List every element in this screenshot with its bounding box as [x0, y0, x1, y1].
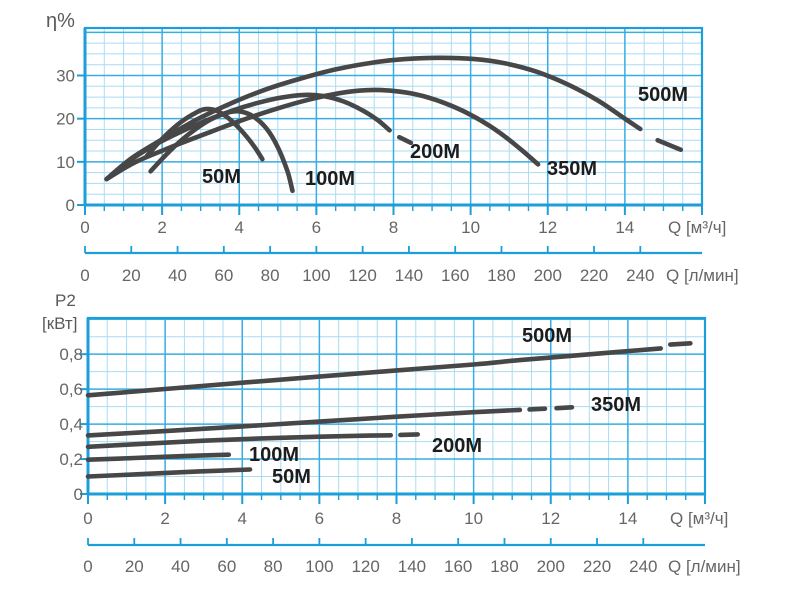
power-x2-tick-label: 0 — [83, 557, 92, 576]
power-x-tick-label: 4 — [238, 509, 247, 528]
power-x-tick-label: 0 — [83, 509, 92, 528]
power-x2-tick-label: 20 — [125, 557, 144, 576]
curve-100M-power — [85, 452, 232, 462]
efficiency-x2-tick-label: 100 — [302, 266, 330, 285]
curve-50M-power — [85, 467, 253, 479]
efficiency-x2-tick-label: 80 — [261, 266, 280, 285]
curve-dash-500M-efficiency — [655, 137, 684, 153]
efficiency-y-tick-label: 0 — [66, 196, 75, 215]
power-x2-tick-label: 240 — [629, 557, 657, 576]
efficiency-x2-axis-unit: Q [л/мин] — [666, 266, 739, 285]
efficiency-x2-tick-label: 40 — [168, 266, 187, 285]
curve-dash-350M-power — [527, 406, 548, 412]
curve-label-200M-efficiency: 200M — [410, 141, 460, 163]
curve-350M-power — [85, 407, 523, 438]
curve-dash-200M-power — [398, 432, 421, 438]
power-x-tick-label: 6 — [315, 509, 324, 528]
power-x-axis-unit: Q [м³/ч] — [670, 509, 728, 528]
efficiency-x-ticks — [77, 74, 703, 215]
efficiency-x-axis-unit: Q [м³/ч] — [668, 218, 726, 237]
curve-dash-200M-efficiency — [396, 134, 414, 146]
efficiency-x2-tick-label: 160 — [441, 266, 469, 285]
power-x-tick-label: 2 — [160, 509, 169, 528]
curve-200M-power — [85, 433, 393, 450]
power-secondary-axis: 0 20 40 60 80 100 120 140 160 180 200 220 240 Q [л/ми… — [83, 538, 741, 576]
power-x-tick-label: 12 — [541, 509, 560, 528]
efficiency-x2-tick-label: 20 — [122, 266, 141, 285]
curve-500M-efficiency — [104, 55, 643, 182]
efficiency-x2-tick-label: 120 — [348, 266, 376, 285]
efficiency-x2-tick-label: 220 — [580, 266, 608, 285]
efficiency-x2-tick-label: 200 — [534, 266, 562, 285]
efficiency-y-tick-label: 30 — [56, 66, 75, 85]
curve-label-500M-efficiency: 500M — [638, 84, 688, 106]
curve-label-350M-efficiency: 350M — [547, 158, 597, 180]
power-y-axis-title: P2 — [55, 291, 76, 310]
power-y-tick-label: 0,4 — [59, 415, 83, 434]
curve-label-200M-power: 200M — [432, 435, 482, 457]
efficiency-y-tick-label: 20 — [56, 110, 75, 129]
curve-label-100M-power: 100M — [249, 444, 299, 466]
efficiency-x-tick-label: 6 — [312, 218, 321, 237]
efficiency-x2-tick-label: 140 — [395, 266, 423, 285]
power-y-tick-label: 0,2 — [59, 450, 83, 469]
efficiency-x-tick-label: 14 — [615, 218, 634, 237]
efficiency-x2-tick-label: 60 — [214, 266, 233, 285]
curve-label-50M-efficiency: 50M — [202, 166, 241, 188]
efficiency-y-axis-title: η% — [46, 10, 75, 32]
curve-350M-efficiency — [104, 87, 541, 182]
efficiency-x-tick-label: 2 — [157, 218, 166, 237]
efficiency-secondary-axis: 0 20 40 60 80 100 120 140 160 180 200 220 240 Q [л/ми… — [80, 246, 739, 285]
efficiency-x-tick-label: 12 — [538, 218, 557, 237]
efficiency-chart: 0 2 4 6 8 10 12 14 Q [м³/ч] 0 10 20 30 η% 0 20 40 60 80 100… — [46, 10, 739, 285]
power-y-tick-label: 0,6 — [59, 380, 83, 399]
efficiency-x-tick-label: 0 — [80, 218, 89, 237]
curve-label-100M-efficiency: 100M — [305, 168, 355, 190]
power-x2-tick-label: 80 — [264, 557, 283, 576]
power-x2-tick-label: 40 — [171, 557, 190, 576]
curve-50M-efficiency — [144, 106, 265, 162]
power-x2-tick-label: 60 — [217, 557, 236, 576]
curve-dash-350M-power — [554, 405, 575, 411]
power-x2-tick-label: 220 — [583, 557, 611, 576]
efficiency-x-tick-label: 8 — [389, 218, 398, 237]
curve-label-50M-power: 50M — [272, 466, 311, 488]
power-x2-tick-label: 100 — [305, 557, 333, 576]
efficiency-x2-tick-label: 0 — [80, 266, 89, 285]
curve-dash-500M-power — [667, 341, 693, 347]
efficiency-x-tick-label: 10 — [461, 218, 480, 237]
efficiency-x2-tick-label: 240 — [626, 266, 654, 285]
curve-label-350M-power: 350M — [591, 394, 641, 416]
power-y-tick-label: 0,8 — [59, 345, 83, 364]
efficiency-y-tick-label: 10 — [56, 153, 75, 172]
efficiency-grid-major — [85, 28, 702, 205]
curve-label-500M-power: 500M — [522, 325, 572, 347]
power-x2-tick-label: 120 — [351, 557, 379, 576]
power-x-tick-label: 8 — [392, 509, 401, 528]
power-chart: 0 2 4 6 8 10 12 14 Q [м³/ч] 0 0,2 0,4 0,6 0,8 P2 [кВт] 0… — [42, 291, 741, 576]
power-x-tick-label: 14 — [618, 509, 637, 528]
efficiency-x2-tick-label: 180 — [487, 266, 515, 285]
power-x-tick-label: 10 — [464, 509, 483, 528]
power-y-tick-label: 0 — [74, 485, 83, 504]
power-x2-tick-label: 180 — [490, 557, 518, 576]
power-x2-tick-label: 160 — [444, 557, 472, 576]
power-y-axis-title: [кВт] — [42, 314, 77, 333]
efficiency-x-tick-label: 4 — [235, 218, 244, 237]
power-x2-tick-label: 140 — [398, 557, 426, 576]
curve-500M-power — [85, 346, 663, 398]
power-x2-axis-unit: Q [л/мин] — [668, 557, 741, 576]
power-x2-tick-label: 200 — [537, 557, 565, 576]
